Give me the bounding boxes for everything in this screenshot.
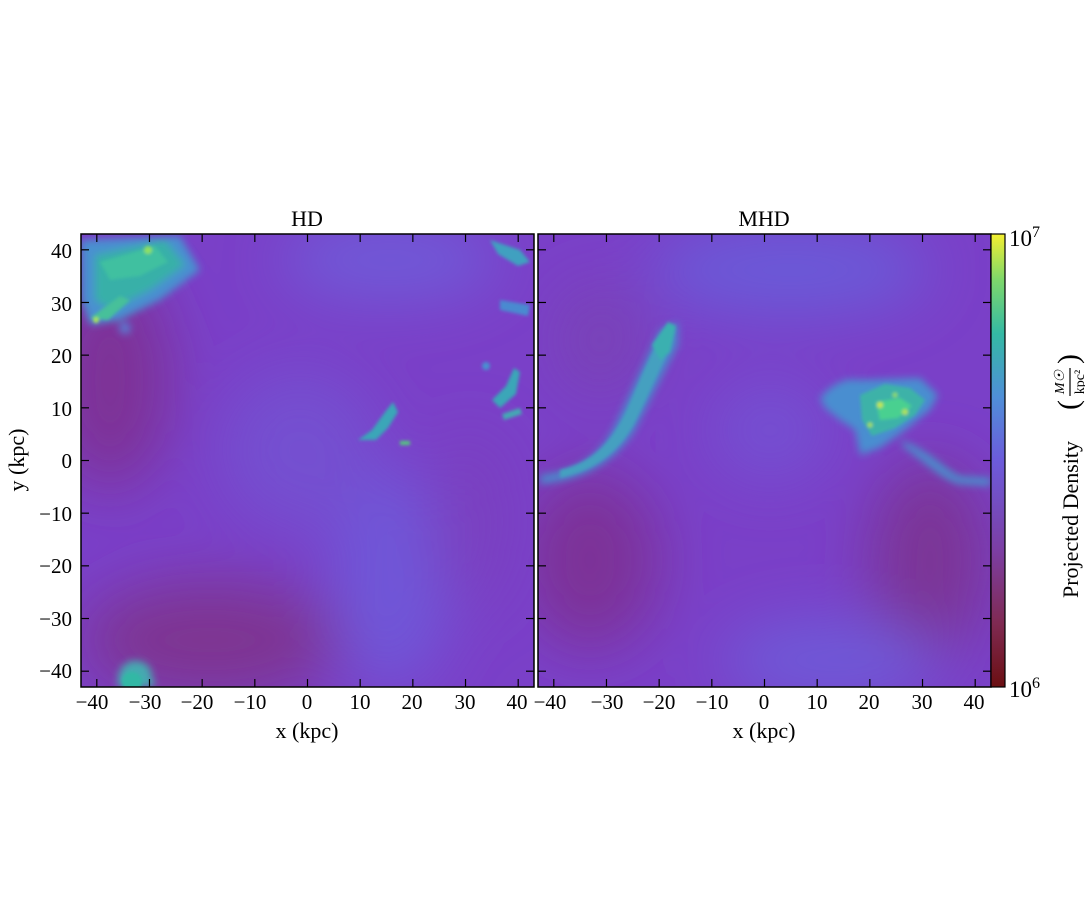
mhd-density-map <box>538 234 991 687</box>
hd-xtick-label: 0 <box>302 690 313 714</box>
colorbar-units-open-paren: ( <box>1052 400 1085 410</box>
colorbar-units-denominator: kpc² <box>1073 370 1085 394</box>
colorbar-min-base: 10 <box>1009 677 1032 702</box>
colorbar-max-base: 10 <box>1009 226 1032 251</box>
hd-ytick-label: −20 <box>39 554 72 578</box>
colorbar-min-exp: 6 <box>1032 675 1040 692</box>
mhd-xtick-label: −20 <box>643 690 676 714</box>
colorbar-max-label: 107 <box>1009 224 1040 251</box>
colorbar-gradient <box>990 233 1006 688</box>
hd-ytick-label: −30 <box>39 607 72 631</box>
mhd-ticks <box>538 234 991 687</box>
colorbar-label: Projected Density <box>1058 441 1083 598</box>
hd-ytick-label: −10 <box>39 502 72 526</box>
hd-xtick-label: −30 <box>129 690 162 714</box>
mhd-xtick-label: 0 <box>759 690 770 714</box>
mhd-xtick-label: 40 <box>964 690 985 714</box>
mhd-xtick-label: 10 <box>807 690 828 714</box>
hd-xtick-label: 20 <box>402 690 423 714</box>
colorbar-axis-label: Projected Density ( M☉ kpc² ) <box>1052 354 1085 598</box>
mhd-xtick-label: 20 <box>859 690 880 714</box>
hd-ytick-labels: 40 30 20 10 0 −10 −20 −30 −40 <box>39 239 72 683</box>
hd-xtick-labels: −40 −30 −20 −10 0 10 20 30 40 <box>76 690 528 714</box>
colorbar-max-exp: 7 <box>1032 224 1040 241</box>
hd-xtick-label: −20 <box>181 690 214 714</box>
colorbar: 107 106 Projected Density ( M☉ kpc² ) <box>990 224 1085 702</box>
mhd-panel: MHD x (kpc) −40 −30 −20 −10 0 10 20 30 4… <box>534 206 992 743</box>
colorbar-min-label: 106 <box>1009 675 1040 702</box>
hd-xtick-label: −10 <box>234 690 267 714</box>
mhd-panel-title: MHD <box>738 206 789 231</box>
hd-xaxis-label: x (kpc) <box>276 718 339 743</box>
mhd-xtick-label: 30 <box>912 690 933 714</box>
hd-xtick-label: 10 <box>350 690 371 714</box>
hd-ytick-label: 30 <box>51 292 72 316</box>
hd-xtick-label: −40 <box>76 690 109 714</box>
hd-yaxis-label: y (kpc) <box>4 429 29 492</box>
mhd-xtick-label: −30 <box>591 690 624 714</box>
mhd-xtick-label: −40 <box>534 690 567 714</box>
hd-panel-title: HD <box>291 206 323 231</box>
hd-xtick-label: 30 <box>455 690 476 714</box>
hd-ticks <box>81 234 534 687</box>
hd-ytick-label: 0 <box>62 449 73 473</box>
hd-density-map <box>81 234 534 687</box>
hd-ytick-label: −40 <box>39 659 72 683</box>
hd-ytick-label: 20 <box>51 344 72 368</box>
hd-ytick-label: 40 <box>51 239 72 263</box>
mhd-xtick-labels: −40 −30 −20 −10 0 10 20 30 40 <box>534 690 985 714</box>
hd-panel: HD x (kpc) y (kpc) −40 −30 −20 −10 0 10 … <box>4 206 535 743</box>
hd-xtick-label: 40 <box>507 690 528 714</box>
mhd-xtick-label: −10 <box>696 690 729 714</box>
colorbar-units-close-paren: ) <box>1052 354 1085 364</box>
colorbar-units-numerator: M☉ <box>1053 368 1068 395</box>
mhd-xaxis-label: x (kpc) <box>733 718 796 743</box>
hd-ytick-label: 10 <box>51 397 72 421</box>
